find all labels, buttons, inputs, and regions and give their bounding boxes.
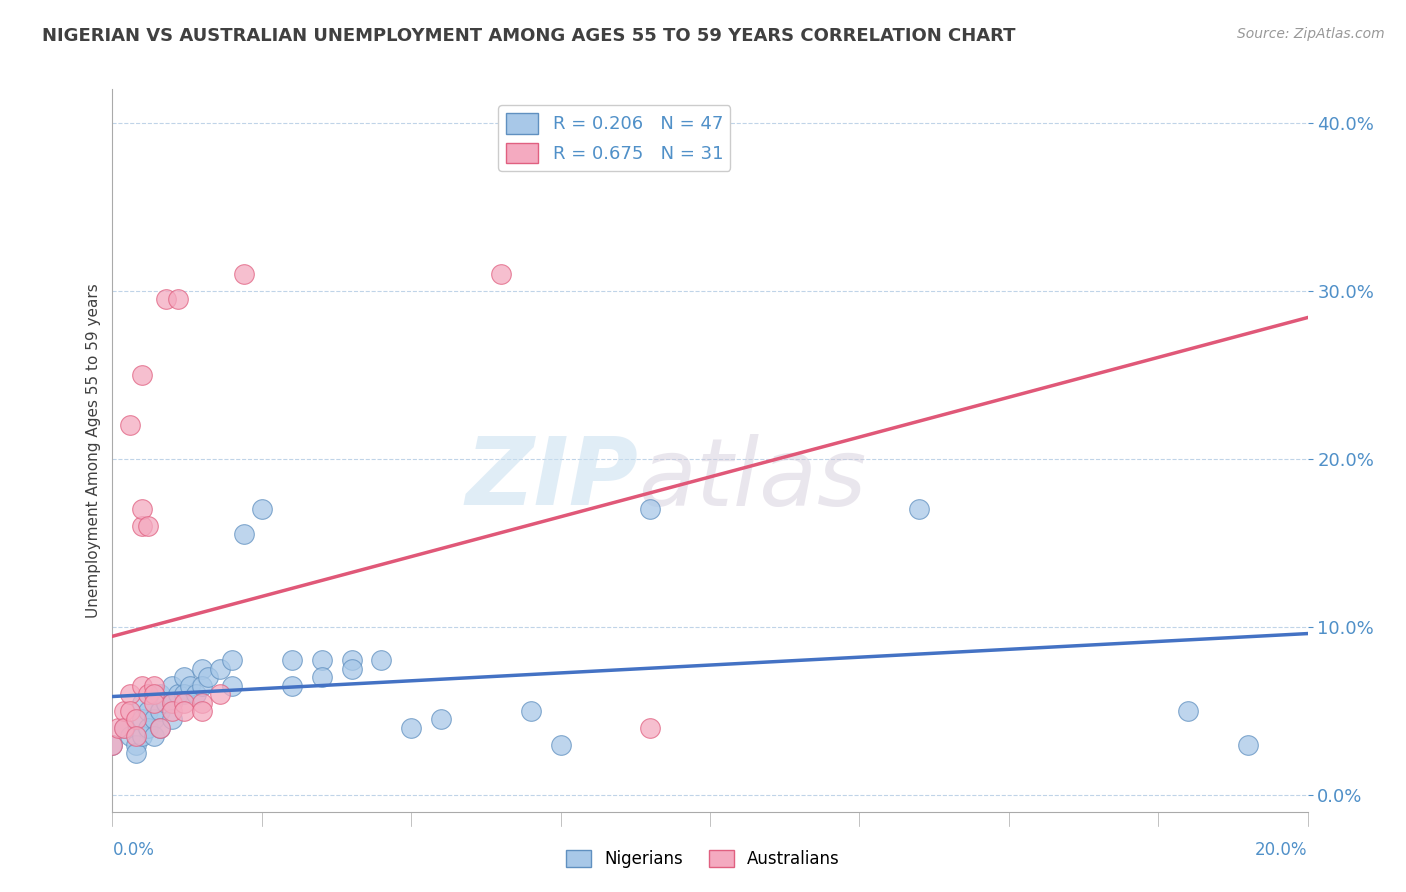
Point [221,679,243,693]
Point [138,704,160,718]
Point [120,704,142,718]
Point [125,738,148,752]
Text: Source: ZipAtlas.com: Source: ZipAtlas.com [1237,27,1385,41]
Point [167,687,190,701]
Point [191,704,214,718]
Point [550,738,572,752]
Text: 20.0%: 20.0% [1256,840,1308,859]
Point [162,704,183,718]
Point [430,712,453,726]
Point [401,721,423,735]
Legend: R = 0.206   N = 47, R = 0.675   N = 31: R = 0.206 N = 47, R = 0.675 N = 31 [499,105,730,170]
Point [179,679,201,693]
Point [149,687,172,701]
Point [143,696,166,710]
Point [131,519,153,533]
Point [120,729,142,743]
Point [191,679,214,693]
Point [162,696,183,710]
Point [209,687,232,701]
Point [107,721,129,735]
Point [138,687,160,701]
Legend: Nigerians, Australians: Nigerians, Australians [560,843,846,875]
Point [143,729,166,743]
Point [120,687,142,701]
Point [281,653,304,667]
Point [489,267,512,281]
Point [114,721,135,735]
Point [281,679,304,693]
Point [143,687,166,701]
Point [167,292,190,306]
Point [640,502,662,516]
Point [370,653,392,667]
Point [340,653,363,667]
Point [101,738,124,752]
Text: ZIP: ZIP [465,434,638,525]
Point [520,704,543,718]
Text: NIGERIAN VS AUSTRALIAN UNEMPLOYMENT AMONG AGES 55 TO 59 YEARS CORRELATION CHART: NIGERIAN VS AUSTRALIAN UNEMPLOYMENT AMON… [42,27,1015,45]
Text: atlas: atlas [638,434,866,524]
Point [908,502,931,516]
Point [125,729,148,743]
Point [101,738,124,752]
Point [173,696,195,710]
Point [125,746,148,760]
Point [131,368,153,382]
Y-axis label: Unemployment Among Ages 55 to 59 years: Unemployment Among Ages 55 to 59 years [86,283,101,618]
Point [138,721,160,735]
Point [311,670,333,684]
Point [131,679,153,693]
Point [155,696,177,710]
Point [173,704,195,718]
Point [131,502,153,516]
Point [131,712,153,726]
Point [155,292,177,306]
Point [233,527,256,541]
Point [191,662,214,676]
Point [311,653,333,667]
Point [233,267,256,281]
Point [173,670,195,684]
Point [149,721,172,735]
Point [1237,738,1260,752]
Point [340,662,363,676]
Point [149,704,172,718]
Point [1177,704,1199,718]
Point [143,679,166,693]
Point [209,662,232,676]
Point [125,712,148,726]
Point [114,704,135,718]
Point [143,712,166,726]
Point [114,721,135,735]
Point [131,696,153,710]
Point [162,679,183,693]
Point [162,712,183,726]
Point [149,721,172,735]
Point [131,729,153,743]
Point [197,670,219,684]
Point [173,687,195,701]
Point [191,696,214,710]
Text: 0.0%: 0.0% [112,840,155,859]
Point [138,519,160,533]
Point [162,696,183,710]
Point [186,687,208,701]
Point [221,653,243,667]
Point [640,721,662,735]
Point [250,502,273,516]
Point [120,418,142,433]
